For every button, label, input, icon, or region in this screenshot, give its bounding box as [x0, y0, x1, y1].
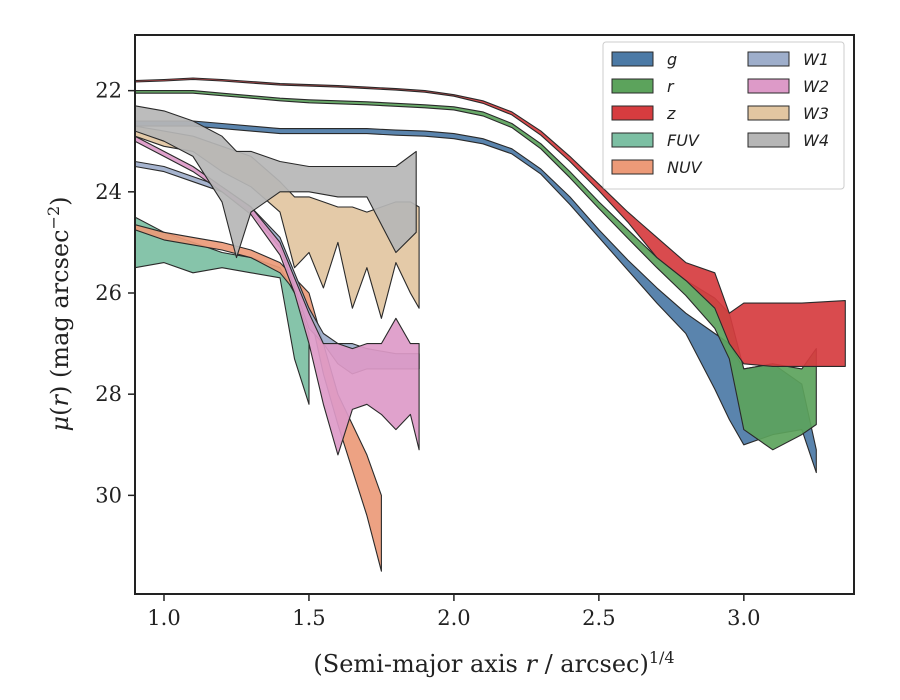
band-w4	[135, 105, 417, 259]
legend-label-z: z	[666, 104, 676, 123]
band-r	[135, 90, 817, 451]
x-tick-label: 2.5	[582, 606, 615, 630]
x-axis-ticks: 1.0 1.5 2.0 2.5 3.0	[147, 594, 761, 630]
band-z	[135, 77, 846, 367]
band-g	[135, 120, 817, 474]
y-axis-label: μ(r) (mag arcsec−2)	[44, 196, 74, 431]
plot-frame	[134, 34, 855, 595]
legend-swatch-g	[611, 51, 654, 67]
band-w2	[135, 135, 420, 456]
legend-swatch-w3	[747, 105, 790, 121]
x-tick-label: 1.5	[292, 606, 325, 630]
x-axis-label: (Semi-major axis r / arcsec)1/4	[313, 648, 674, 678]
y-tick-label: 22	[95, 79, 122, 103]
legend-label-g: g	[667, 50, 677, 69]
legend-label-w1: W1	[803, 50, 829, 69]
y-axis-ticks: 22 24 26 28 30	[95, 79, 135, 507]
legend-swatch-w1	[747, 51, 790, 67]
band-areas	[135, 77, 846, 572]
x-tick-label: 2.0	[437, 606, 470, 630]
legend-label-w4: W4	[803, 131, 829, 150]
legend-swatch-r	[611, 78, 654, 94]
y-tick-label: 26	[95, 281, 122, 305]
legend-swatch-z	[611, 105, 654, 121]
legend-swatch-w2	[747, 78, 790, 94]
y-tick-label: 24	[95, 180, 122, 204]
legend: grz FUV NUV W1 W2 W3 W4	[602, 41, 845, 190]
legend-label-w3: W3	[803, 104, 829, 123]
y-tick-label: 30	[95, 483, 122, 507]
legend-label-fuv: FUV	[667, 131, 700, 150]
legend-label-w2: W2	[803, 77, 829, 96]
legend-swatch-fuv	[611, 132, 654, 148]
y-tick-label: 28	[95, 382, 122, 406]
legend-label-r: r	[667, 77, 675, 96]
legend-swatch-nuv	[611, 159, 654, 175]
x-tick-label: 3.0	[727, 606, 760, 630]
legend-label-nuv: NUV	[667, 158, 703, 177]
legend-swatch-w4	[747, 132, 790, 148]
x-tick-label: 1.0	[147, 606, 180, 630]
